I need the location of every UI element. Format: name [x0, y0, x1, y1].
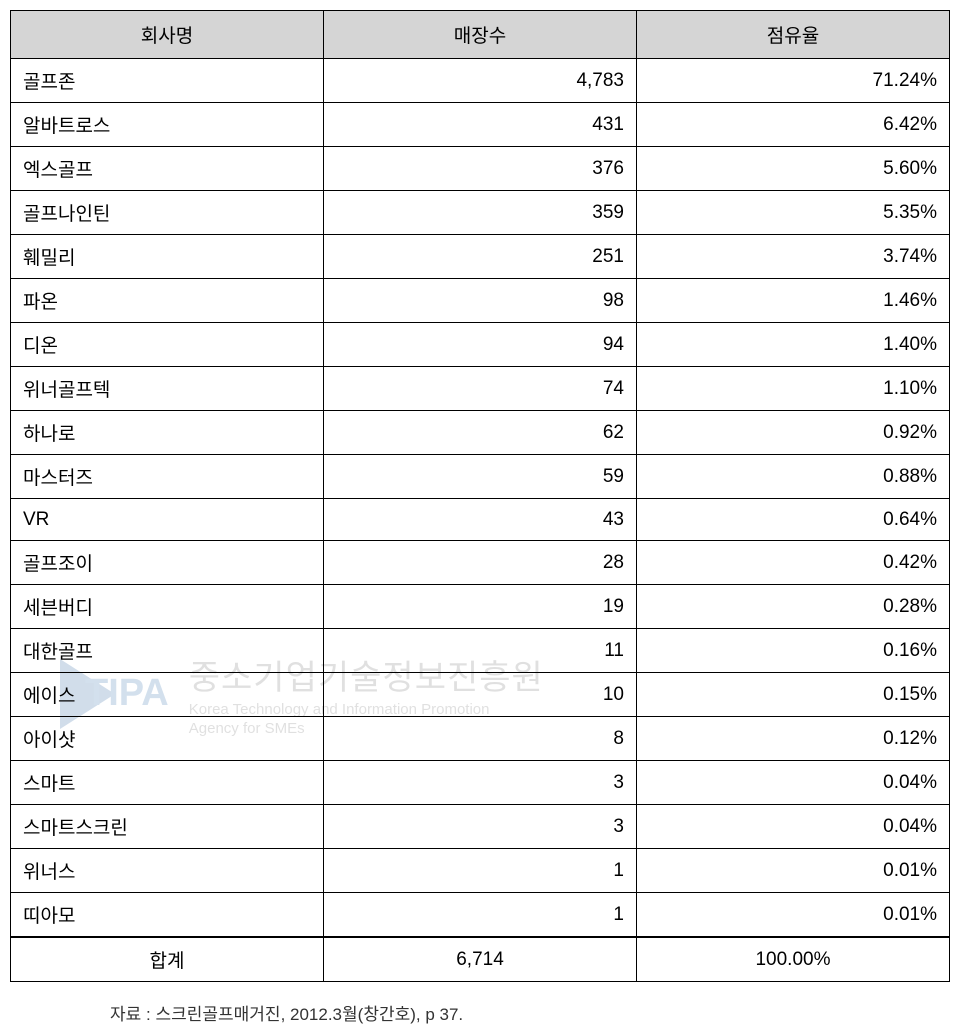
cell-company: 에이스 — [11, 673, 324, 717]
cell-company: 세븐버디 — [11, 585, 324, 629]
cell-share: 0.01% — [637, 893, 950, 938]
cell-stores: 19 — [324, 585, 637, 629]
cell-stores: 98 — [324, 279, 637, 323]
total-label: 합계 — [11, 937, 324, 982]
header-company: 회사명 — [11, 11, 324, 59]
table-row: 하나로620.92% — [11, 411, 950, 455]
cell-share: 5.60% — [637, 147, 950, 191]
cell-stores: 59 — [324, 455, 637, 499]
cell-stores: 94 — [324, 323, 637, 367]
cell-company: 스마트스크린 — [11, 805, 324, 849]
cell-company: 골프존 — [11, 59, 324, 103]
table-row: 디온941.40% — [11, 323, 950, 367]
cell-stores: 28 — [324, 541, 637, 585]
table-row: 스마트30.04% — [11, 761, 950, 805]
cell-company: 스마트 — [11, 761, 324, 805]
cell-stores: 376 — [324, 147, 637, 191]
cell-company: 엑스골프 — [11, 147, 324, 191]
cell-share: 0.88% — [637, 455, 950, 499]
header-row: 회사명 매장수 점유율 — [11, 11, 950, 59]
cell-share: 1.46% — [637, 279, 950, 323]
table-row: 마스터즈590.88% — [11, 455, 950, 499]
total-share: 100.00% — [637, 937, 950, 982]
cell-company: 위너골프텍 — [11, 367, 324, 411]
cell-company: 아이샷 — [11, 717, 324, 761]
total-stores: 6,714 — [324, 937, 637, 982]
table-row: 엑스골프3765.60% — [11, 147, 950, 191]
cell-share: 0.04% — [637, 761, 950, 805]
cell-company: 알바트로스 — [11, 103, 324, 147]
cell-share: 0.16% — [637, 629, 950, 673]
cell-share: 6.42% — [637, 103, 950, 147]
table-row: 위너골프텍741.10% — [11, 367, 950, 411]
table-row: 알바트로스4316.42% — [11, 103, 950, 147]
total-row: 합계6,714100.00% — [11, 937, 950, 982]
header-stores: 매장수 — [324, 11, 637, 59]
cell-company: VR — [11, 499, 324, 541]
cell-share: 0.92% — [637, 411, 950, 455]
cell-share: 1.10% — [637, 367, 950, 411]
cell-stores: 62 — [324, 411, 637, 455]
cell-stores: 11 — [324, 629, 637, 673]
cell-share: 0.04% — [637, 805, 950, 849]
table-body: 골프존4,78371.24%알바트로스4316.42%엑스골프3765.60%골… — [11, 59, 950, 982]
market-share-table: 회사명 매장수 점유율 골프존4,78371.24%알바트로스4316.42%엑… — [10, 10, 950, 982]
cell-company: 골프조이 — [11, 541, 324, 585]
table-row: 파온981.46% — [11, 279, 950, 323]
cell-company: 파온 — [11, 279, 324, 323]
cell-stores: 43 — [324, 499, 637, 541]
cell-stores: 3 — [324, 761, 637, 805]
cell-stores: 251 — [324, 235, 637, 279]
table-header: 회사명 매장수 점유율 — [11, 11, 950, 59]
cell-company: 훼밀리 — [11, 235, 324, 279]
cell-stores: 4,783 — [324, 59, 637, 103]
table-row: 골프존4,78371.24% — [11, 59, 950, 103]
cell-stores: 74 — [324, 367, 637, 411]
cell-stores: 1 — [324, 893, 637, 938]
cell-company: 디온 — [11, 323, 324, 367]
cell-company: 대한골프 — [11, 629, 324, 673]
cell-company: 하나로 — [11, 411, 324, 455]
table-container: 회사명 매장수 점유율 골프존4,78371.24%알바트로스4316.42%엑… — [10, 10, 950, 982]
cell-share: 71.24% — [637, 59, 950, 103]
table-row: 골프나인틴3595.35% — [11, 191, 950, 235]
cell-share: 0.12% — [637, 717, 950, 761]
cell-company: 위너스 — [11, 849, 324, 893]
table-row: 세븐버디190.28% — [11, 585, 950, 629]
cell-share: 3.74% — [637, 235, 950, 279]
table-row: 아이샷80.12% — [11, 717, 950, 761]
table-row: 훼밀리2513.74% — [11, 235, 950, 279]
cell-stores: 1 — [324, 849, 637, 893]
source-note: 자료 : 스크린골프매거진, 2012.3월(창간호), p 37. — [110, 1000, 952, 1025]
cell-company: 띠아모 — [11, 893, 324, 938]
cell-stores: 3 — [324, 805, 637, 849]
table-row: VR430.64% — [11, 499, 950, 541]
table-row: 스마트스크린30.04% — [11, 805, 950, 849]
cell-share: 0.42% — [637, 541, 950, 585]
cell-share: 0.01% — [637, 849, 950, 893]
table-row: 대한골프110.16% — [11, 629, 950, 673]
cell-stores: 431 — [324, 103, 637, 147]
cell-stores: 359 — [324, 191, 637, 235]
header-share: 점유율 — [637, 11, 950, 59]
table-row: 골프조이280.42% — [11, 541, 950, 585]
table-row: 위너스10.01% — [11, 849, 950, 893]
cell-company: 골프나인틴 — [11, 191, 324, 235]
cell-stores: 8 — [324, 717, 637, 761]
table-row: 띠아모10.01% — [11, 893, 950, 938]
cell-share: 0.15% — [637, 673, 950, 717]
cell-share: 1.40% — [637, 323, 950, 367]
table-row: 에이스100.15% — [11, 673, 950, 717]
cell-share: 5.35% — [637, 191, 950, 235]
cell-company: 마스터즈 — [11, 455, 324, 499]
cell-stores: 10 — [324, 673, 637, 717]
cell-share: 0.28% — [637, 585, 950, 629]
cell-share: 0.64% — [637, 499, 950, 541]
